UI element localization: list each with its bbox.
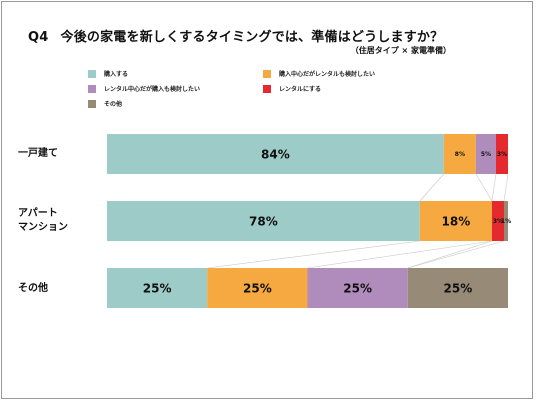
data-label-0-3: 3% xyxy=(497,151,507,158)
legend-item-buy: 購入する xyxy=(88,69,128,78)
bar-segment-1-0 xyxy=(107,201,420,241)
legend-swatch xyxy=(263,84,271,93)
bar-segment-2-0 xyxy=(107,268,208,308)
data-label-0-1: 8% xyxy=(455,151,465,158)
category-label-detached-house: 一戸建て xyxy=(18,148,58,159)
legend-item-other: その他 xyxy=(88,99,122,108)
chart-title: Q4 今後の家電を新しくするタイミングでは、準備はどうしますか？ xyxy=(28,26,443,45)
bar-segment-2-1 xyxy=(207,268,308,308)
data-label-2-2: 25% xyxy=(343,281,372,295)
legend-item-rental: レンタルにする xyxy=(263,84,321,93)
category-label-apartment: アパート マンション xyxy=(18,208,68,233)
legend-item-buy-rental-consider: 購入中心だがレンタルも検討したい xyxy=(263,69,375,78)
legend-label: 購入中心だがレンタルも検討したい xyxy=(279,71,376,78)
bar-segment-0-1 xyxy=(443,134,476,174)
connector-line xyxy=(407,240,505,269)
connector-line xyxy=(307,240,493,269)
data-label-1-3: 3% xyxy=(493,218,503,225)
legend-label: 購入する xyxy=(104,71,129,78)
bar-segment-2-2 xyxy=(307,268,408,308)
bar-segment-2-4 xyxy=(407,268,508,308)
legend-label: レンタル中心だが購入も検討したい xyxy=(104,86,201,93)
legend-swatch xyxy=(88,99,96,108)
connector-line xyxy=(475,173,493,202)
legend-label: その他 xyxy=(104,101,123,108)
bar-segment-1-4 xyxy=(503,201,508,241)
connector-line xyxy=(407,240,493,269)
legend-swatch xyxy=(88,84,96,93)
question-text: 今後の家電を新しくするタイミングでは、準備はどうしますか？ xyxy=(60,30,444,45)
bar-segment-0-0 xyxy=(107,134,444,174)
chart-subtitle: （住居タイプ × 家電準備） xyxy=(350,46,451,55)
data-label-1-0: 78% xyxy=(249,214,278,228)
data-label-2-0: 25% xyxy=(143,281,172,295)
bar-segment-0-2 xyxy=(475,134,496,174)
data-label-2-4: 25% xyxy=(444,281,473,295)
bar-segment-1-3 xyxy=(491,201,504,241)
data-label-2-1: 25% xyxy=(243,281,272,295)
legend-item-rental-buy-consider: レンタル中心だが購入も検討したい xyxy=(88,84,200,93)
data-label-1-4: 1% xyxy=(501,218,511,225)
connector-line xyxy=(419,173,445,202)
data-label-1-1: 18% xyxy=(442,214,471,228)
bar-segment-1-1 xyxy=(419,201,492,241)
legend-swatch xyxy=(263,69,271,78)
connector-line xyxy=(503,173,509,202)
bar-segment-0-3 xyxy=(495,134,508,174)
legend-label: レンタルにする xyxy=(279,86,322,93)
connector-line xyxy=(207,240,420,269)
legend-swatch xyxy=(88,69,96,78)
connector-line xyxy=(491,173,497,202)
category-label-other: その他 xyxy=(18,283,48,294)
data-label-0-0: 84% xyxy=(261,147,290,161)
question-number: Q4 xyxy=(28,30,49,45)
data-label-0-2: 5% xyxy=(481,151,491,158)
